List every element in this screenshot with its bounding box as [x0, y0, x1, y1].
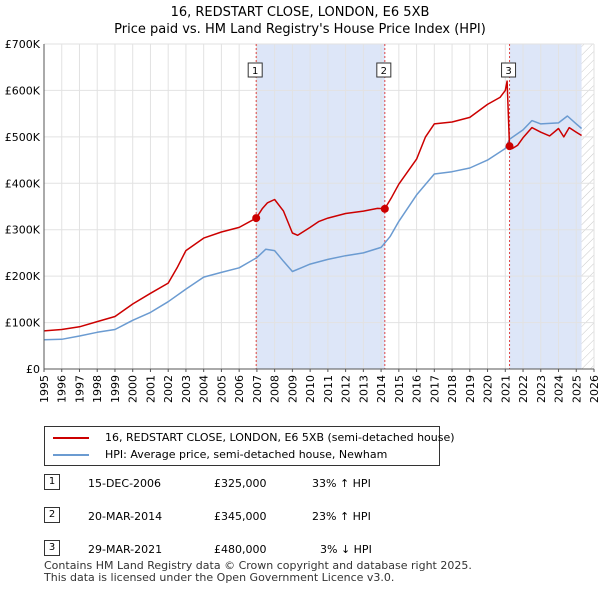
x-tick-label: 1999 — [109, 375, 122, 403]
x-tick-label: 2009 — [286, 375, 299, 403]
transaction-hpi-diff: 23% ↑ HPI — [312, 510, 371, 523]
legend-label-property: 16, REDSTART CLOSE, LONDON, E6 5XB (semi… — [105, 431, 455, 444]
x-tick-label: 2013 — [357, 375, 370, 403]
chart-title-line2: Price paid vs. HM Land Registry's House … — [114, 22, 486, 37]
y-tick-label: £100K — [5, 317, 41, 330]
y-tick-label: £500K — [5, 131, 41, 144]
transaction-box-label: 2 — [381, 66, 387, 77]
chart-title: 16, REDSTART CLOSE, LONDON, E6 5XB Price… — [0, 4, 600, 38]
legend-swatch-hpi — [53, 454, 89, 456]
x-tick-label: 2010 — [304, 375, 317, 403]
footer-line1: Contains HM Land Registry data © Crown c… — [44, 559, 472, 572]
transaction-price: £345,000 — [214, 510, 267, 523]
transaction-box-label: 1 — [252, 66, 258, 77]
property-series-line — [43, 80, 582, 332]
x-tick-label: 2005 — [215, 375, 228, 403]
x-tick-label: 2018 — [446, 375, 459, 403]
y-tick-label: £200K — [5, 270, 41, 283]
transaction-row: 2 20-MAR-2014 £345,000 23% ↑ HPI — [44, 507, 424, 527]
transaction-point — [252, 214, 261, 223]
transaction-price: £480,000 — [214, 543, 267, 556]
transaction-box — [247, 62, 263, 78]
x-tick-label: 2011 — [322, 375, 335, 403]
y-tick-label: £600K — [5, 84, 41, 97]
transaction-box — [376, 62, 392, 78]
x-tick-label: 2000 — [127, 375, 140, 403]
x-tick-label: 2002 — [162, 375, 175, 403]
transaction-price: £325,000 — [214, 477, 267, 490]
x-tick-label: 2008 — [269, 375, 282, 403]
x-tick-label: 2026 — [588, 375, 600, 403]
transaction-date: 29-MAR-2021 — [88, 543, 163, 556]
x-tick-label: 2025 — [570, 375, 583, 403]
transaction-point — [505, 142, 514, 151]
x-tick-label: 2003 — [180, 375, 193, 403]
transaction-hpi-diff: 3% ↓ HPI — [320, 543, 372, 556]
hatched-region — [581, 44, 594, 369]
transaction-box-label: 3 — [505, 66, 511, 77]
transaction-box — [501, 62, 517, 78]
transaction-date: 15-DEC-2006 — [88, 477, 162, 490]
x-tick-label: 1998 — [91, 375, 104, 403]
x-tick-label: 2019 — [464, 375, 477, 403]
x-tick-label: 2004 — [198, 375, 211, 403]
x-tick-label: 2023 — [535, 375, 548, 403]
transaction-date: 20-MAR-2014 — [88, 510, 163, 523]
x-tick-label: 2006 — [233, 375, 246, 403]
x-tick-label: 2021 — [499, 375, 512, 403]
x-tick-label: 2012 — [340, 375, 353, 403]
footer-line2: This data is licensed under the Open Gov… — [44, 571, 395, 584]
x-tick-label: 2001 — [144, 375, 157, 403]
chart-title-line1: 16, REDSTART CLOSE, LONDON, E6 5XB — [170, 5, 430, 20]
shaded-period — [509, 44, 582, 369]
x-tick-label: 1997 — [73, 375, 86, 403]
x-tick-label: 2015 — [393, 375, 406, 403]
x-tick-label: 2024 — [553, 375, 566, 403]
x-tick-label: 2007 — [251, 375, 264, 403]
transaction-row: 3 29-MAR-2021 £480,000 3% ↓ HPI — [44, 540, 424, 560]
x-tick-label: 2014 — [375, 375, 388, 403]
legend-label-hpi: HPI: Average price, semi-detached house,… — [105, 448, 388, 461]
y-tick-label: £400K — [5, 177, 41, 190]
x-tick-label: 2022 — [517, 375, 530, 403]
x-tick-label: 1995 — [38, 375, 51, 403]
y-tick-label: £700K — [5, 38, 41, 51]
transaction-number: 2 — [44, 507, 60, 523]
transaction-hpi-diff: 33% ↑ HPI — [312, 477, 371, 490]
legend-swatch-property — [53, 437, 89, 439]
transaction-point — [380, 204, 389, 213]
x-tick-label: 2020 — [482, 375, 495, 403]
hpi-series-line — [43, 115, 583, 341]
x-tick-label: 2016 — [411, 375, 424, 403]
transaction-number: 1 — [44, 474, 60, 490]
transaction-number: 3 — [44, 540, 60, 556]
x-tick-label: 2017 — [428, 375, 441, 403]
transaction-row: 1 15-DEC-2006 £325,000 33% ↑ HPI — [44, 474, 424, 494]
footer-attribution: Contains HM Land Registry data © Crown c… — [44, 560, 472, 584]
chart-legend: 16, REDSTART CLOSE, LONDON, E6 5XB (semi… — [44, 426, 455, 466]
price-chart: 1 2 3 £0 £100K £200K £300K £400K £500K £600K £700… — [5, 38, 600, 403]
shaded-period — [256, 44, 385, 369]
y-tick-label: £300K — [5, 224, 41, 237]
y-tick-label: £0 — [26, 363, 40, 376]
x-tick-label: 1996 — [56, 375, 69, 403]
